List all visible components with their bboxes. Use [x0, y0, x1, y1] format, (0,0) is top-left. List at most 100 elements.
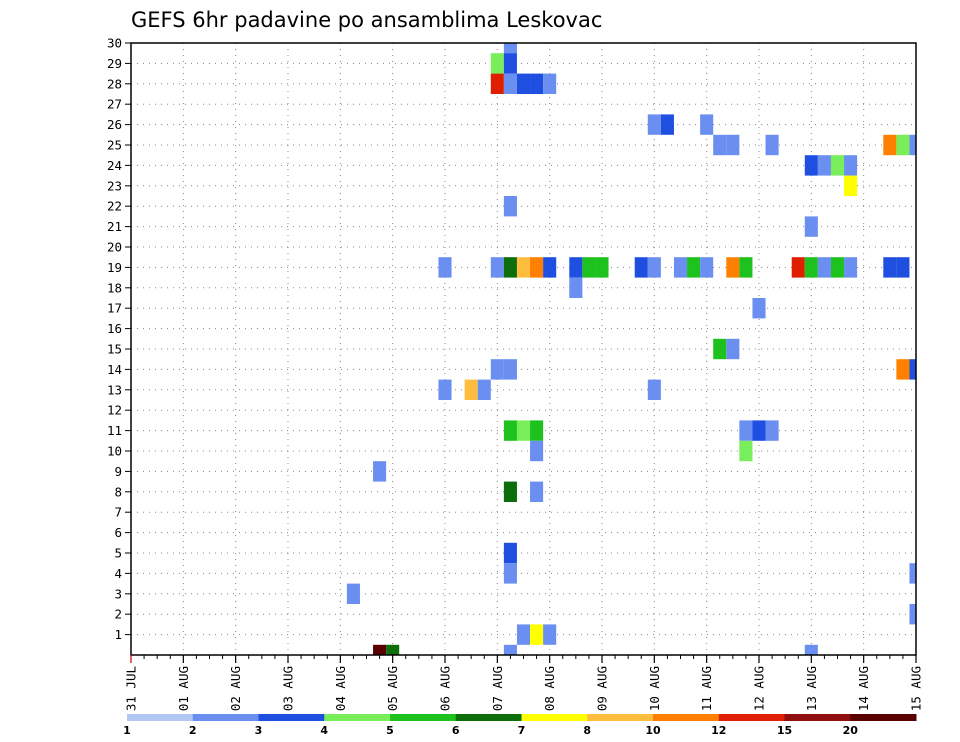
colorbar-label: 8 [583, 724, 591, 737]
y-tick-label: 7 [114, 505, 122, 520]
heatmap-cell [490, 53, 504, 74]
y-tick-label: 5 [114, 546, 122, 561]
colorbar-label: 3 [255, 724, 263, 737]
colorbar-swatch [390, 714, 457, 721]
heatmap-cell [595, 257, 609, 278]
colorbar-swatch [258, 714, 325, 721]
y-tick-label: 11 [107, 423, 122, 438]
y-tick-label: 10 [107, 444, 122, 459]
y-tick-label: 30 [107, 36, 122, 51]
colorbar-label: 2 [189, 724, 197, 737]
colorbar-swatch [784, 714, 851, 721]
colorbar-label: 20 [843, 724, 859, 737]
heatmap-cell [844, 257, 858, 278]
heatmap-cell [726, 134, 740, 156]
colorbar-label: 4 [320, 724, 328, 737]
y-tick-label: 19 [107, 260, 122, 275]
heatmap-cell [909, 563, 916, 584]
x-tick-label: 04 AUG [333, 666, 348, 711]
heatmap-cell [752, 298, 766, 319]
x-tick-label: 09 AUG [595, 666, 610, 711]
heatmap-cell [817, 257, 831, 278]
y-tick-label: 15 [107, 342, 122, 357]
heatmap-cell [765, 420, 779, 441]
heatmap-cell [647, 379, 661, 400]
y-axis: 1234567891011121314151617181920212223242… [107, 36, 131, 642]
y-tick-label: 26 [107, 117, 122, 132]
heatmap-cell [503, 257, 517, 278]
heatmap-cell [503, 43, 517, 54]
heatmap-cell [373, 644, 387, 655]
heatmap-cell [700, 257, 714, 278]
cells [346, 43, 916, 655]
heatmap-cell [647, 114, 661, 135]
x-tick-label: 12 AUG [752, 666, 767, 711]
colorbar-label: 12 [711, 724, 726, 737]
x-tick-label: 31 JUL [124, 666, 139, 711]
x-tick-label: 11 AUG [699, 666, 714, 711]
heatmap-cell [530, 624, 544, 645]
y-tick-label: 25 [107, 138, 122, 153]
x-tick-label: 07 AUG [490, 666, 505, 711]
colorbar-swatch [653, 714, 720, 721]
x-tick-label: 05 AUG [385, 666, 400, 711]
x-tick-label: 01 AUG [176, 666, 191, 711]
heatmap-cell [804, 644, 818, 655]
heatmap-cell [844, 155, 858, 176]
heatmap-cell [530, 440, 544, 462]
heatmap-cell [739, 257, 753, 278]
heatmap-cell [804, 155, 818, 176]
heatmap-cell [530, 257, 544, 278]
heatmap-cell [503, 563, 517, 584]
heatmap-cell [726, 338, 740, 360]
y-tick-label: 22 [107, 199, 122, 214]
heatmap-cell [503, 196, 517, 217]
colorbar-swatch [455, 714, 522, 721]
heatmap-cell [530, 481, 544, 502]
heatmap-cell [503, 481, 517, 502]
y-tick-label: 1 [114, 627, 122, 642]
colorbar-label: 7 [518, 724, 526, 737]
heatmap-cell [700, 114, 714, 135]
heatmap-cell [752, 420, 766, 441]
y-tick-label: 8 [114, 484, 122, 499]
y-tick-label: 2 [114, 607, 122, 622]
heatmap-cell [765, 134, 779, 156]
heatmap-cell [373, 461, 387, 482]
heatmap-cell [660, 114, 674, 135]
chart-title: GEFS 6hr padavine po ansamblima Leskovac [131, 8, 602, 32]
y-tick-label: 16 [107, 321, 122, 336]
heatmap-cell [530, 420, 544, 441]
colorbar-swatch [587, 714, 654, 721]
heatmap-cell [490, 257, 504, 278]
x-axis: 31 JUL 01 AUG 02 AUG 03 AUG 04 AUG 05 AUG 06 A… [124, 655, 924, 711]
heatmap-cell [634, 257, 648, 278]
heatmap-cell [673, 257, 688, 278]
heatmap-cell [543, 257, 557, 278]
x-tick-label: 14 AUG [856, 666, 871, 711]
heatmap-cell [490, 359, 504, 380]
heatmap-cell [516, 73, 531, 94]
heatmap-cell [503, 73, 517, 94]
heatmap-cell [477, 379, 491, 400]
heatmap-cell [844, 175, 858, 196]
colorbar-swatch [192, 714, 259, 721]
colorbar-swatch [127, 714, 194, 721]
heatmap-cell [503, 644, 517, 655]
heatmap-cell [464, 379, 478, 400]
y-tick-label: 20 [107, 240, 122, 255]
heatmap-cell [883, 134, 897, 156]
heatmap-cell [804, 257, 818, 278]
heatmap-cell [516, 420, 531, 441]
colorbar-label: 15 [777, 724, 792, 737]
heatmap-cell [438, 379, 452, 400]
heatmap-cell [726, 257, 740, 278]
heatmap-cell [713, 134, 727, 156]
heatmap-cell [582, 257, 596, 278]
colorbar-label: 10 [645, 724, 661, 737]
y-tick-label: 28 [107, 76, 122, 91]
y-tick-label: 12 [107, 403, 122, 418]
y-tick-label: 6 [114, 525, 122, 540]
heatmap-cell [346, 583, 360, 604]
heatmap-cell [503, 359, 517, 380]
